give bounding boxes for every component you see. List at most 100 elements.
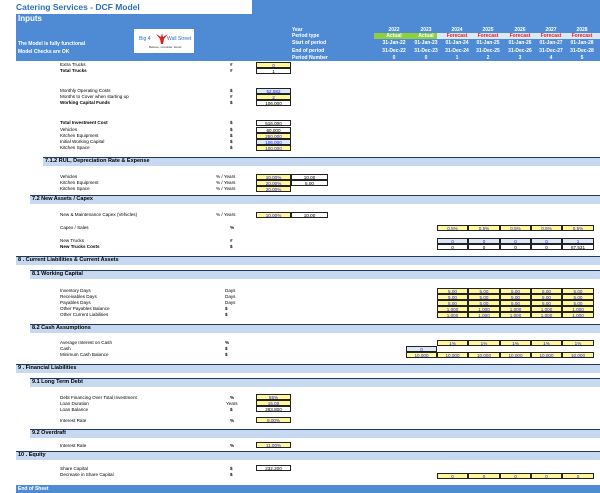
new-trucks-costs-2027: 0	[531, 244, 562, 250]
rul-kitchen-space-rate[interactable]: 20.00%	[256, 186, 291, 192]
receivables-days-label: Receivables Days	[60, 294, 97, 299]
other-payables-2026[interactable]: 1,000	[500, 306, 531, 312]
rul-kitchen-equipment-rate[interactable]: 20.00%	[256, 180, 291, 186]
timeline-col-2027: 2027 Forecast 01-Jan-27 31-Dec-27 4	[531, 27, 571, 61]
decrease-share-2028[interactable]: 0	[562, 473, 594, 479]
status-checks: Model Checks are OK	[18, 49, 70, 55]
capex-sales-label: Capex / Sales	[60, 225, 89, 230]
new-trucks-costs-2024: 0	[437, 244, 468, 250]
payables-days-2024[interactable]: 5.00	[437, 300, 468, 306]
initial-wc-label: Initial Working Capital	[60, 139, 105, 144]
avg-interest-2025[interactable]: 1%	[468, 340, 500, 346]
payables-days-2028[interactable]: 5.00	[562, 300, 594, 306]
receivables-days-2027[interactable]: 5.00	[531, 294, 562, 300]
min-cash-2024[interactable]: 10,000	[437, 352, 468, 358]
min-cash-2027[interactable]: 10,000	[531, 352, 562, 358]
maintenance-capex-rate[interactable]: 10.00%	[256, 212, 291, 218]
receivables-days-2025[interactable]: 5.00	[468, 294, 500, 300]
monthly-costs-unit: $	[230, 88, 233, 93]
decrease-share-2026[interactable]: 0	[500, 473, 531, 479]
cash-assumptions-subheader: 8.2 Cash Assumptions	[30, 324, 600, 333]
logo-brand-right: Wall Street	[167, 36, 192, 42]
capex-sales-2025[interactable]: 0.5%	[468, 225, 500, 231]
decrease-share-2024[interactable]: 0	[437, 473, 468, 479]
min-cash-2028[interactable]: 10,000	[562, 352, 594, 358]
receivables-days-2026[interactable]: 5.00	[500, 294, 531, 300]
inventory-days-2025[interactable]: 5.00	[468, 288, 500, 294]
other-liabilities-2028[interactable]: 1,000	[562, 312, 594, 318]
end-of-sheet-band: End of Sheet	[16, 485, 600, 493]
avg-interest-2024[interactable]: 1%	[437, 340, 468, 346]
new-trucks-costs-2026: 0	[500, 244, 531, 250]
total-investment-value: 516,000	[256, 120, 291, 126]
receivables-days-unit: Days	[225, 294, 236, 299]
new-trucks-costs-2028: 67,531	[562, 244, 594, 250]
extra-trucks-label: Extra Trucks	[60, 62, 86, 67]
min-cash-2025[interactable]: 10,000	[468, 352, 500, 358]
payables-days-2027[interactable]: 5.00	[531, 300, 562, 306]
cash-unit: $	[225, 346, 228, 351]
payables-days-2025[interactable]: 5.00	[468, 300, 500, 306]
initial-wc-unit: $	[230, 139, 233, 144]
min-cash-2023[interactable]: 10,000	[406, 352, 437, 358]
rul-kitchen-space-unit: % / Years	[216, 186, 236, 191]
inventory-days-2026[interactable]: 5.00	[500, 288, 531, 294]
kitchen-space-input[interactable]: 100,000	[256, 145, 291, 151]
new-trucks-costs-2025: 0	[468, 244, 500, 250]
new-trucks-2024: 0	[437, 238, 468, 244]
inventory-days-2024[interactable]: 5.00	[437, 288, 468, 294]
payables-days-2026[interactable]: 5.00	[500, 300, 531, 306]
payables-days-unit: Days	[225, 300, 236, 305]
inventory-days-2027[interactable]: 5.00	[531, 288, 562, 294]
timeline-col-2022: 2022 Actual 31-Jan-22 31-Dec-22 0	[374, 27, 414, 61]
decrease-share-2027[interactable]: 0	[531, 473, 562, 479]
financial-liabilities-header: 9 . Financial Liabilities	[16, 364, 600, 373]
capex-section-header: 7.2 New Assets / Capex	[30, 195, 600, 204]
other-payables-label: Other Payables Balance	[60, 306, 110, 311]
capex-sales-unit: %	[230, 225, 235, 230]
rul-vehicles-unit: % / Years	[216, 174, 236, 179]
loan-duration-input[interactable]: 15.00	[256, 400, 291, 406]
kitchen-equipment-unit: $	[230, 133, 233, 138]
new-trucks-costs-unit: $	[230, 244, 233, 249]
other-liabilities-2024[interactable]: 1,000	[437, 312, 468, 318]
other-liabilities-2027[interactable]: 1,000	[531, 312, 562, 318]
other-payables-2024[interactable]: 1,000	[437, 306, 468, 312]
capex-sales-2028[interactable]: 0.5%	[562, 225, 594, 231]
section-title: Inputs	[18, 14, 42, 23]
receivables-days-2024[interactable]: 5.00	[437, 294, 468, 300]
debt-financing-input[interactable]: 55%	[256, 394, 291, 400]
kitchen-equipment-label: Kitchen Equipment	[60, 133, 99, 138]
vehicles-value: 60,000	[256, 127, 291, 133]
monthly-costs-value[interactable]: 52,582	[256, 88, 291, 94]
capex-sales-2024[interactable]: 0.5%	[437, 225, 468, 231]
rul-kitchen-equipment-unit: % / Years	[216, 180, 236, 185]
avg-interest-2026[interactable]: 1%	[500, 340, 531, 346]
months-cover-input[interactable]: 2	[256, 94, 291, 100]
total-investment-unit: $	[230, 120, 233, 125]
min-cash-2026[interactable]: 10,000	[500, 352, 531, 358]
period-type-badge: Forecast	[437, 33, 477, 39]
other-liabilities-2026[interactable]: 1,000	[500, 312, 531, 318]
decrease-share-2025[interactable]: 0	[468, 473, 500, 479]
ltd-interest-input[interactable]: 9.00%	[256, 417, 291, 423]
capex-sales-2026[interactable]: 0.5%	[500, 225, 531, 231]
other-payables-2027[interactable]: 1,000	[531, 306, 562, 312]
kitchen-equipment-input[interactable]: 250,000	[256, 133, 291, 139]
loan-balance-value: 283,800	[256, 406, 291, 412]
other-liabilities-2025[interactable]: 1,000	[468, 312, 500, 318]
receivables-days-2028[interactable]: 5.00	[562, 294, 594, 300]
other-payables-2025[interactable]: 1,000	[468, 306, 500, 312]
avg-interest-2027[interactable]: 1%	[531, 340, 562, 346]
od-interest-input[interactable]: 11.00%	[256, 442, 291, 448]
avg-interest-2028[interactable]: 1%	[562, 340, 594, 346]
rul-vehicles-rate[interactable]: 10.00%	[256, 174, 291, 180]
other-payables-unit: $	[225, 306, 228, 311]
capex-sales-2027[interactable]: 0.5%	[531, 225, 562, 231]
months-cover-unit: #	[230, 94, 233, 99]
debt-financing-unit: %	[230, 395, 235, 400]
extra-trucks-input[interactable]: 0	[256, 62, 291, 68]
other-payables-2028[interactable]: 1,000	[562, 306, 594, 312]
inventory-days-2028[interactable]: 5.00	[562, 288, 594, 294]
inventory-days-unit: Days	[225, 288, 236, 293]
